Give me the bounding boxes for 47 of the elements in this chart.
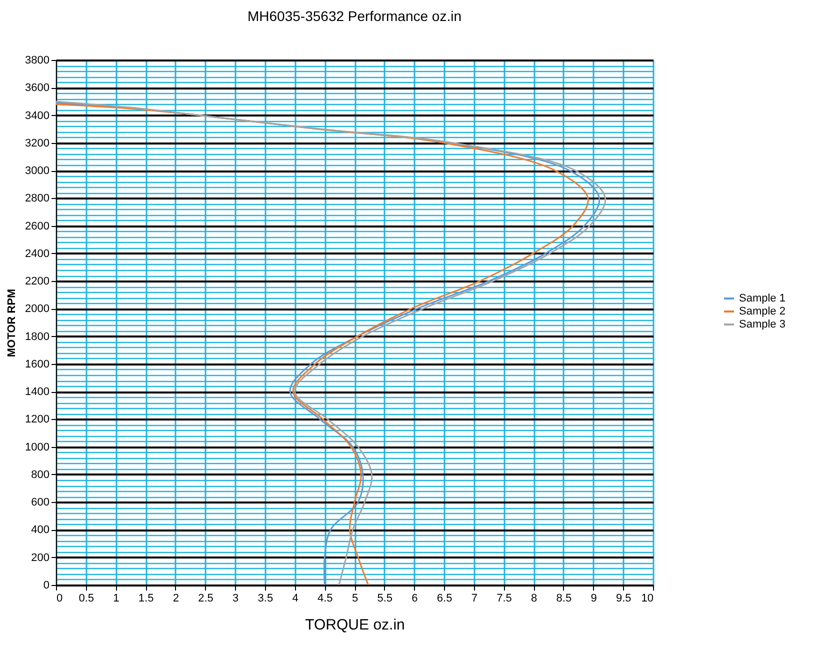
x-tick-label: 2.5: [198, 592, 214, 604]
legend-label: Sample 3: [739, 318, 786, 330]
x-tick-label: 6: [412, 592, 418, 604]
x-tick-label: 9.5: [616, 592, 632, 604]
x-tick-label: 10: [641, 592, 654, 604]
x-tick-label: 0.5: [78, 592, 94, 604]
y-tick-label: 3600: [25, 82, 50, 94]
y-tick-label: 2600: [25, 220, 50, 232]
chart-title: MH6035-35632 Performance oz.in: [247, 8, 462, 24]
x-tick-label: 6.5: [436, 592, 452, 604]
x-tick-label: 1: [113, 592, 120, 604]
legend-label: Sample 1: [739, 292, 786, 304]
y-tick-label: 3800: [25, 54, 50, 66]
y-tick-label: 3200: [25, 137, 50, 150]
y-tick-label: 600: [31, 496, 50, 509]
y-tick-label: 0: [43, 580, 50, 592]
x-tick-label: 1.5: [138, 592, 154, 604]
x-tick-label: 4.5: [318, 592, 333, 604]
y-tick-label: 400: [31, 524, 50, 536]
y-tick-label: 800: [31, 468, 50, 481]
y-tick-label: 2000: [25, 303, 50, 316]
x-axis-title: TORQUE oz.in: [305, 616, 405, 634]
y-axis-title: MOTOR RPM: [6, 288, 18, 358]
x-tick-label: 3.5: [258, 592, 274, 604]
y-tick-label: 3400: [25, 110, 50, 122]
y-tick-label: 1800: [25, 330, 50, 343]
x-tick-label: 8: [531, 592, 538, 604]
y-tick-label: 200: [31, 552, 50, 564]
x-tick-label: 5.5: [377, 592, 392, 604]
x-tick-label: 5: [352, 592, 358, 604]
y-tick-label: 2200: [25, 276, 50, 288]
y-tick-label: 1400: [25, 386, 50, 398]
x-tick-label: 2: [172, 592, 179, 604]
y-tick-label: 1600: [25, 358, 50, 370]
y-tick-label: 1200: [25, 414, 50, 426]
y-tick-label: 2800: [25, 192, 50, 205]
x-tick-label: 0: [56, 592, 63, 604]
legend-label: Sample 2: [739, 306, 786, 318]
y-tick-label: 2400: [25, 248, 50, 260]
x-tick-label: 9: [590, 592, 597, 604]
y-tick-label: 3000: [25, 165, 50, 178]
y-tick-label: 1000: [25, 441, 50, 454]
x-tick-label: 7: [471, 592, 478, 604]
x-tick-label: 3: [232, 592, 239, 604]
x-tick-label: 8.5: [556, 592, 572, 604]
x-tick-label: 4: [292, 592, 298, 604]
x-tick-label: 7.5: [496, 592, 512, 604]
